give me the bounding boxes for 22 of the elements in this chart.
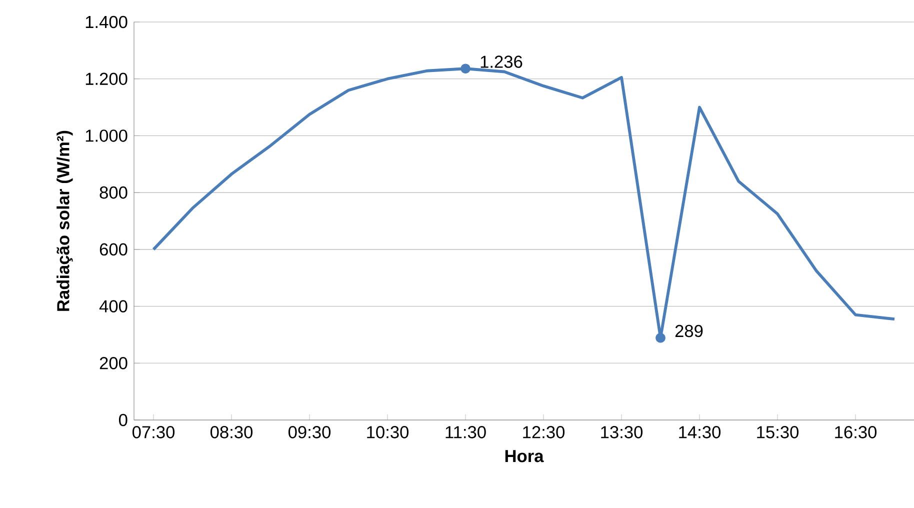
x-tick-label: 07:30 [132,426,175,438]
x-tick-label: 16:30 [835,426,877,438]
x-axis-title: Hora [505,450,544,462]
y-tick-label: 200 [100,357,128,370]
y-tick-label: 1.000 [86,130,128,142]
x-tick-label: 09:30 [288,426,331,438]
y-tick-label: 0 [118,414,128,426]
y-axis-title: Radiação solar (W/m²) [56,130,73,311]
y-tick-label: 1.400 [86,16,128,28]
x-tick-label: 10:30 [367,426,409,438]
y-tick-label: 400 [99,300,128,312]
data-label: 289 [675,324,703,338]
x-tick-label: 11:30 [446,426,486,438]
x-tick-label: 14:30 [679,426,721,438]
y-tick-label: 600 [100,243,128,256]
data-label: 1.236 [480,56,522,68]
x-tick-label: 13:30 [601,426,643,438]
x-tick-label: 15:30 [757,426,799,438]
x-tick-label: 08:30 [210,426,253,438]
y-tick-label: 800 [100,186,128,199]
y-tick-label: 1.200 [86,72,128,85]
x-tick-label: 12:30 [523,426,565,438]
